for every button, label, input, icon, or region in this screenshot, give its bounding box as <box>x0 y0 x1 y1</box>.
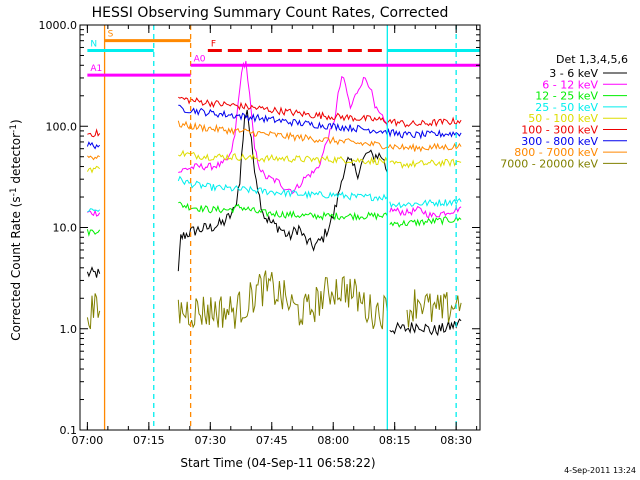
y-tick-label-2: 1.0 <box>60 323 78 336</box>
series-9-line <box>86 270 462 330</box>
legend-label-8: 800 - 7000 keV <box>514 146 598 159</box>
x-axis-label: Start Time (04-Sep-11 06:58:22) <box>180 456 375 470</box>
x-tick-label-2: 07:15 <box>133 434 165 447</box>
legend-label-7: 300 - 800 keV <box>521 135 598 148</box>
legend-label-2: 6 - 12 keV <box>542 78 598 91</box>
plot-area: S N F A0 A1 <box>79 24 481 431</box>
y-tick-label-4: 100.0 <box>46 120 78 133</box>
legend-label-3: 12 - 25 keV <box>535 90 598 103</box>
x-tick-label-3: 07:30 <box>194 434 226 447</box>
y-axis: 0.1 1.0 10.0 100.0 1000.0 <box>39 19 480 437</box>
legend-label-1: 3 - 6 keV <box>549 67 598 80</box>
x-tick-label-1: 07:00 <box>72 434 104 447</box>
series-6-line <box>87 96 462 138</box>
series-7-line <box>86 104 462 150</box>
flag-label-2: N <box>90 39 97 49</box>
y-tick-label-5: 1000.0 <box>39 19 78 32</box>
flag-label-1: S <box>108 30 114 40</box>
x-tick-label-4: 07:45 <box>256 434 288 447</box>
flag-label-4: A0 <box>194 54 206 64</box>
series-3-line <box>86 201 462 237</box>
y-axis-label-part-2: detector <box>9 133 23 188</box>
x-tick-label-7: 08:30 <box>440 434 472 447</box>
series-8-line <box>87 120 462 161</box>
y-axis-label-part-1: Corrected Count Rate (s <box>9 196 23 340</box>
legend-label-4: 25 - 50 keV <box>535 101 598 114</box>
y-axis-label: Corrected Count Rate (s-1 detector-1) <box>9 119 23 340</box>
legend-label-9: 7000 - 20000 keV <box>500 157 598 170</box>
timestamp: 4-Sep-2011 13:24 <box>564 466 636 475</box>
series-1-line <box>86 109 462 337</box>
x-axis: 07:00 07:15 07:30 07:45 08:00 08:15 08:30 <box>72 25 478 447</box>
x-tick-label-5: 08:00 <box>317 434 349 447</box>
flag-label-3: F <box>211 39 216 49</box>
flag-label-5: A1 <box>90 64 102 74</box>
y-tick-label-3: 10.0 <box>53 222 78 235</box>
series-4-line <box>87 175 462 213</box>
legend-label-5: 50 - 100 keV <box>528 112 598 125</box>
series-5-line <box>86 149 462 174</box>
y-tick-label-1: 0.1 <box>60 424 78 437</box>
y-axis-label-part-3: ) <box>9 119 23 124</box>
y-axis-label-sup-1: -1 <box>9 187 19 196</box>
legend-title: Det 1,3,4,5,6 <box>556 53 628 66</box>
chart-title: HESSI Observing Summary Count Rates, Cor… <box>92 5 449 21</box>
x-tick-label-6: 08:15 <box>379 434 411 447</box>
y-axis-label-sup-2: -1 <box>9 124 19 133</box>
legend-label-6: 100 - 300 keV <box>521 124 598 137</box>
